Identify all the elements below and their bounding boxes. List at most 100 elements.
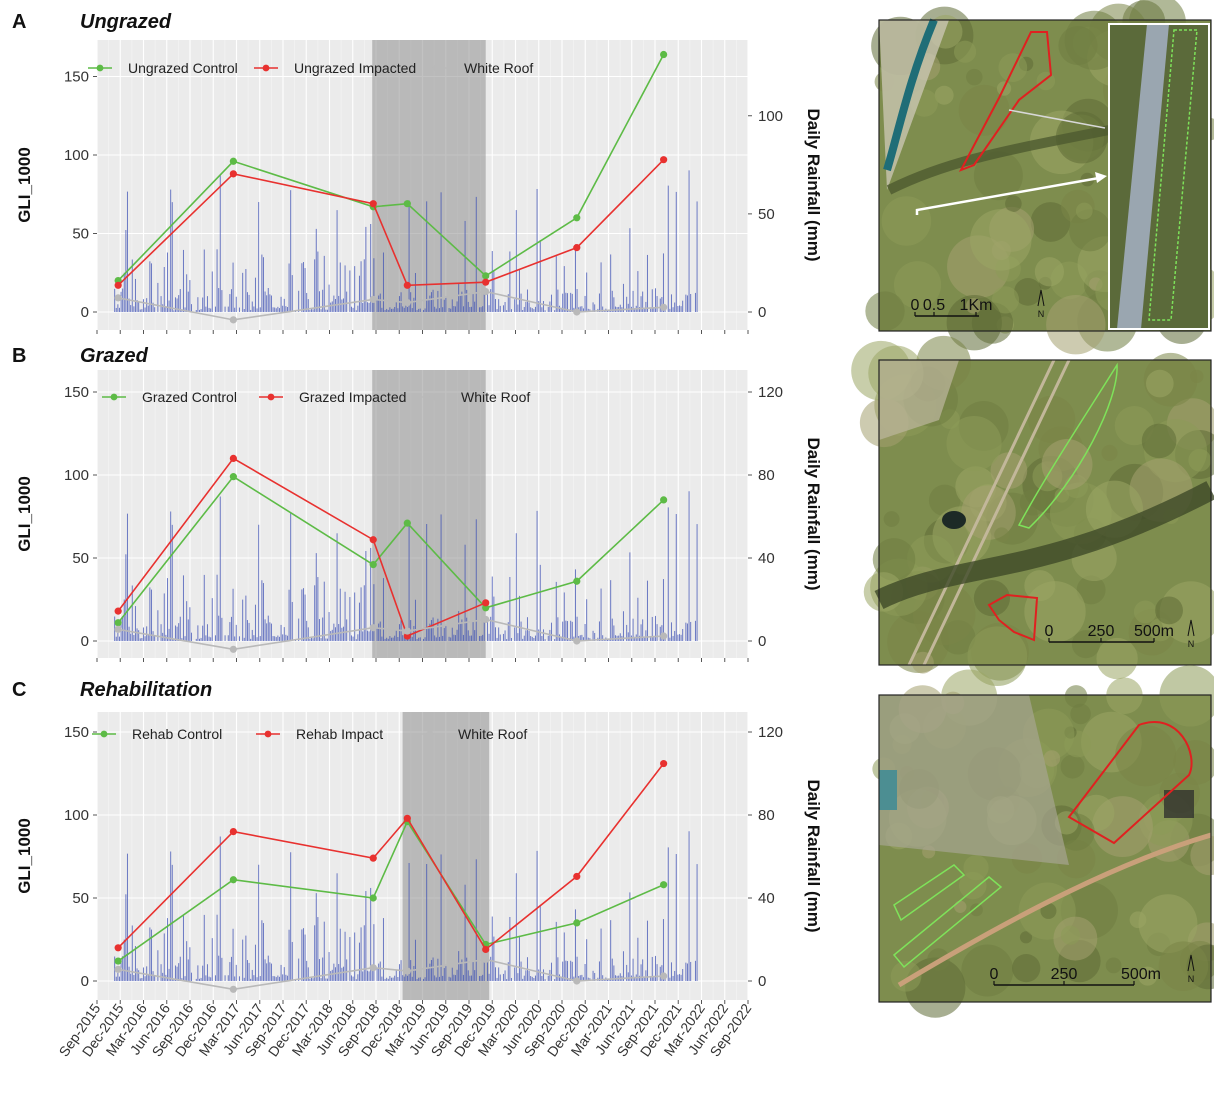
terrain-patch [881,196,932,246]
legend-label: Ungrazed Impacted [294,60,416,76]
data-point [403,967,411,975]
data-point [229,316,237,324]
terrain-patch [1155,596,1183,625]
series-rehab-impact [114,759,668,954]
scale-label: 0 [1045,623,1054,640]
y-tick-label: 50 [72,226,89,243]
terrain-patch [961,944,1014,997]
data-point [573,577,581,585]
data-point [229,157,237,165]
terrain-patch [1041,439,1093,490]
legend-label: Rehab Control [132,726,222,742]
terrain-patch [1101,444,1118,461]
panel-letter: A [12,11,26,33]
terrain-patch [1036,71,1056,91]
terrain-patch [965,298,982,314]
data-point [114,294,122,302]
data-point [660,759,668,768]
terrain-patch [946,295,1002,351]
y-tick-label: 0 [81,633,89,650]
data-point [482,955,490,964]
legend-key-point [96,64,104,72]
terrain-patch [893,261,942,309]
terrain-patch [1024,581,1086,643]
data-point [229,473,237,481]
impacted-boundary [1067,721,1193,845]
scale-label: 0 [990,966,999,983]
scale-label: 250 [1088,623,1115,640]
scale-label: 0.5 [923,297,945,314]
panel-letter: B [12,345,26,367]
panel-a: 0 50 100 150 0 50 100 Ungrazed Control Ungrazed … [12,11,823,334]
data-point [369,536,377,544]
terrain-patch [1046,294,1106,355]
data-point [660,50,668,59]
y-axis-title: GLI_1000 [15,476,34,552]
terrain-patch [865,291,905,331]
terrain-patch [1071,630,1100,659]
legend-key-point [264,730,272,738]
data-point [369,854,377,862]
legend-label: Grazed Impacted [299,389,406,405]
data-point [403,519,411,527]
terrain-patch [969,903,983,917]
north-arrow [1037,289,1045,307]
series-white-roof [114,287,668,324]
terrain-patch [990,452,1028,490]
shaded-period [372,40,486,330]
inset-frame [1108,23,1210,330]
creek-vegetation [886,125,1110,195]
data-point [114,281,122,289]
inset-pointer [915,176,1100,215]
legend-key-point [262,64,270,72]
data-point [573,977,581,985]
data-point [369,964,377,972]
inset-pointer-head [1095,172,1107,183]
panel-title: Grazed [80,345,149,367]
inset-road [1117,24,1169,329]
legend-label: White Roof [464,60,533,76]
y2-tick-label: 40 [758,890,775,907]
terrain-patch [1070,703,1091,725]
y2-axis-title: Daily Rainfall (mm) [804,437,823,590]
legend-key-point [267,393,275,401]
data-point [573,214,581,222]
legend-label: White Roof [458,726,527,742]
terrain-patch [912,582,976,646]
map-frame [878,19,1212,332]
terrain-patch [965,68,983,86]
data-point [403,200,411,208]
data-point [229,170,237,178]
terrain-patch [1096,637,1138,680]
scale-label: 250 [1051,966,1078,983]
map-panel-3: 0 250 500m N [872,665,1214,1018]
terrain-patch [1105,957,1122,974]
data-point [369,561,377,569]
terrain-patch [1064,685,1088,708]
data-point [660,156,668,164]
panel-c: 0 50 100 150 0 40 80 120 Rehab Control Rehab Impa… [12,679,823,1004]
y-axis-title: GLI_1000 [15,818,34,894]
terrain-patch [1158,941,1209,991]
y2-tick-label: 120 [758,384,783,401]
data-point [114,957,122,965]
terrain-patch [1138,966,1158,986]
terrain-patch [959,871,987,900]
y-tick-label: 50 [72,890,89,907]
terrain-patch [1030,202,1071,242]
data-point [229,876,237,884]
terrain-patch [1190,835,1214,876]
terrain-patch [1054,811,1079,835]
map-panel-2: 0 250 500m N [851,335,1214,687]
terrain-patch [1012,953,1041,983]
terrain-patch [1141,423,1177,459]
quarry-area [879,360,959,440]
terrain-patch [973,151,1023,201]
shaded-period [402,712,490,1000]
map-frame [878,359,1212,666]
y-tick-label: 50 [72,550,89,567]
terrain-patch [1034,257,1065,287]
terrain-patch [991,286,1020,314]
terrain-patch [1173,740,1214,785]
series-grazed-control [114,473,668,627]
